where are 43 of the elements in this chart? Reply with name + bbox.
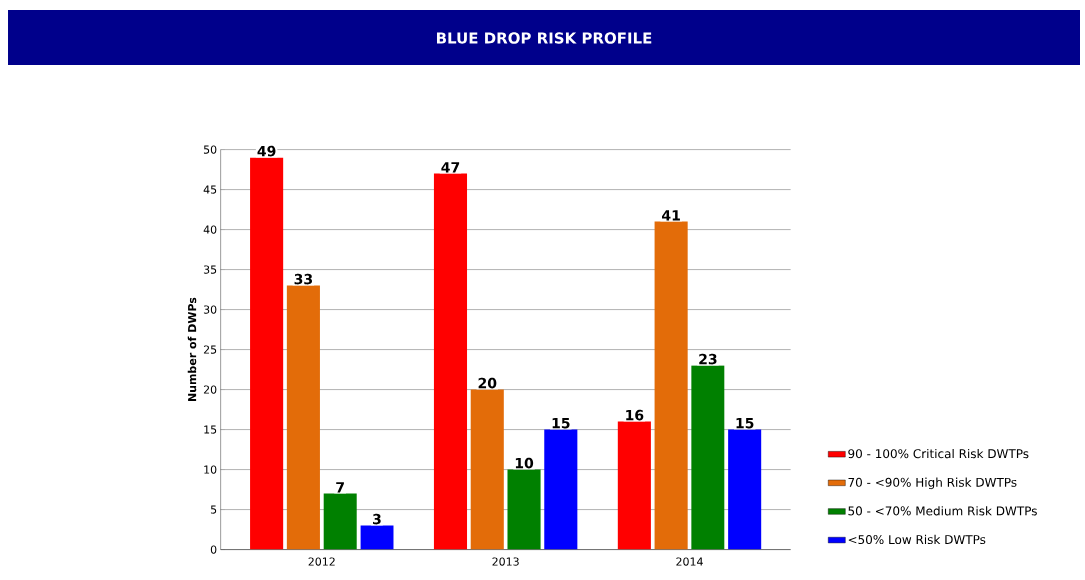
- bar: [433, 173, 468, 550]
- data-label: 15: [736, 417, 754, 429]
- legend-label: 70 - <90% High Risk DWTPs: [848, 477, 1017, 490]
- legend-label: 90 - 100% Critical Risk DWTPs: [848, 448, 1029, 459]
- data-label: 16: [626, 409, 644, 421]
- bar: [654, 221, 688, 550]
- y-tick-label: 40: [203, 225, 217, 234]
- x-tick-label: 2013: [492, 557, 519, 566]
- legend-label: <50% Low Risk DWTPs: [848, 534, 986, 545]
- y-tick-label: 25: [203, 345, 217, 354]
- bar: [323, 493, 357, 550]
- x-tick-label: 2014: [676, 557, 703, 566]
- y-tick-label: 20: [203, 385, 217, 394]
- legend-label: 50 - <70% Medium Risk DWTPs: [848, 506, 1037, 516]
- y-tick-label: 45: [203, 185, 217, 194]
- bar: [617, 421, 651, 550]
- data-label: 20: [478, 377, 497, 389]
- y-tick-label: 0: [210, 545, 217, 554]
- bar: [286, 285, 320, 550]
- data-label: 23: [699, 353, 717, 365]
- y-tick-label: 15: [204, 425, 217, 434]
- y-tick-label: 5: [210, 505, 217, 514]
- y-tick-label: 30: [203, 305, 217, 314]
- y-tick-label: 50: [203, 145, 217, 154]
- data-label: 41: [662, 210, 680, 221]
- data-label: 10: [515, 457, 534, 469]
- y-tick-label: 10: [204, 465, 217, 474]
- bar: [691, 365, 725, 550]
- bar: [728, 429, 762, 550]
- bar: [544, 429, 578, 550]
- bar: [470, 389, 504, 550]
- x-tick-label: 2012: [308, 557, 335, 566]
- data-label: 49: [257, 145, 276, 157]
- data-label: 15: [552, 417, 570, 429]
- data-label: 3: [373, 513, 381, 525]
- data-label: 33: [294, 273, 313, 285]
- data-label: 47: [441, 162, 460, 173]
- y-tick-label: 35: [203, 265, 217, 274]
- data-label: 7: [336, 482, 344, 493]
- chart-title: BLUE DROP RISK PROFILE: [437, 32, 652, 44]
- bar: [507, 469, 541, 550]
- y-axis-title: Number of DWPs: [187, 297, 197, 402]
- bar: [360, 525, 394, 550]
